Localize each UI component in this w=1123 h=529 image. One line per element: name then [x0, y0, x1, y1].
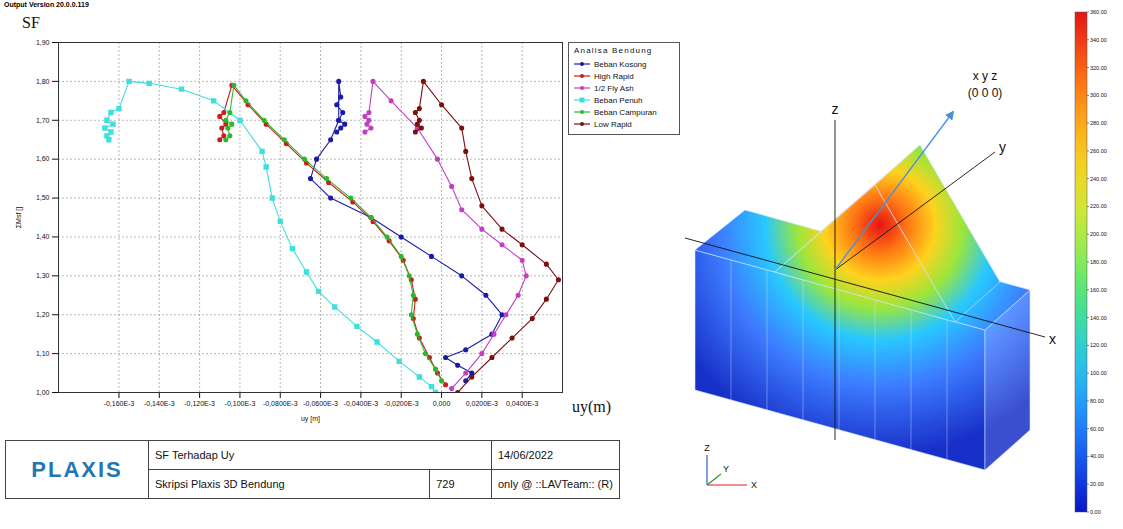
- html-text:Beban Campuran: Beban Campuran: [594, 107, 657, 117]
- svg-text:-0,0200E-3: -0,0200E-3: [384, 400, 419, 407]
- svg-text:40.00: 40.00: [1090, 453, 1104, 459]
- svg-text:-0,0400E-3: -0,0400E-3: [344, 400, 379, 407]
- svg-text:-0,0600E-3: -0,0600E-3: [303, 400, 338, 407]
- svg-text:ΣMsf []: ΣMsf []: [15, 207, 23, 228]
- html-text:Analisa Bendung: Analisa Bendung: [574, 46, 653, 55]
- html-text:14/06/2022: 14/06/2022: [498, 449, 554, 461]
- html-text:Output Version 20.0.0.119: Output Version 20.0.0.119: [4, 1, 89, 8]
- html-text:SF Terhadap Uy: SF Terhadap Uy: [155, 449, 235, 461]
- svg-text:uy [m]: uy [m]: [301, 415, 320, 423]
- html-text:Beban Penuh: Beban Penuh: [594, 95, 643, 105]
- svg-text:140.00: 140.00: [1090, 315, 1107, 321]
- svg-text:320.00: 320.00: [1090, 65, 1107, 71]
- html-text:only @ ::LAVTeam:: (R): only @ ::LAVTeam:: (R): [498, 478, 613, 490]
- svg-text:0,000: 0,000: [433, 400, 451, 407]
- svg-text:Z: Z: [704, 443, 710, 453]
- html-text:High Rapid: High Rapid: [594, 71, 634, 81]
- svg-text:160.00: 160.00: [1090, 287, 1107, 293]
- svg-text:1,40: 1,40: [36, 233, 50, 240]
- svg-text:1,60: 1,60: [36, 155, 50, 162]
- svg-text:X: X: [751, 480, 757, 490]
- svg-text:1,80: 1,80: [36, 78, 50, 85]
- svg-text:340.00: 340.00: [1090, 37, 1107, 43]
- html-text:729: 729: [436, 478, 455, 490]
- svg-text:260.00: 260.00: [1090, 148, 1107, 154]
- svg-text:1,90: 1,90: [36, 39, 50, 46]
- svg-text:280.00: 280.00: [1090, 120, 1107, 126]
- svg-text:300.00: 300.00: [1090, 92, 1107, 98]
- svg-text:120.00: 120.00: [1090, 342, 1107, 348]
- svg-text:0,0200E-3: 0,0200E-3: [466, 400, 498, 407]
- svg-text:1,30: 1,30: [36, 272, 50, 279]
- svg-text:-0,0800E-3: -0,0800E-3: [263, 400, 298, 407]
- html-text:uy(m): uy(m): [572, 398, 612, 415]
- svg-text:Y: Y: [723, 464, 729, 474]
- html-text:1/2 Fly Ash: 1/2 Fly Ash: [594, 83, 634, 93]
- svg-text:(0 0 0): (0 0 0): [968, 86, 1003, 100]
- svg-text:240.00: 240.00: [1090, 176, 1107, 182]
- html-text:Beban Kosong: Beban Kosong: [594, 59, 647, 69]
- svg-text:60.00: 60.00: [1090, 426, 1104, 432]
- svg-text:z: z: [832, 101, 839, 117]
- svg-text:0.00: 0.00: [1090, 509, 1101, 515]
- svg-text:-0,120E-3: -0,120E-3: [184, 400, 215, 407]
- svg-text:1,70: 1,70: [36, 117, 50, 124]
- svg-text:20.00: 20.00: [1090, 481, 1104, 487]
- svg-text:-0,140E-3: -0,140E-3: [144, 400, 175, 407]
- svg-text:x: x: [1049, 331, 1056, 347]
- html-text:PLAXIS: PLAXIS: [31, 456, 123, 482]
- svg-text:180.00: 180.00: [1090, 259, 1107, 265]
- html-text:SF: SF: [22, 14, 40, 31]
- svg-text:360.00: 360.00: [1090, 9, 1107, 15]
- svg-text:80.00: 80.00: [1090, 398, 1104, 404]
- svg-text:1,20: 1,20: [36, 311, 50, 318]
- svg-text:1,00: 1,00: [36, 389, 50, 396]
- svg-text:-0,100E-3: -0,100E-3: [225, 400, 256, 407]
- html-text:Low Rapid: Low Rapid: [594, 119, 632, 129]
- svg-text:x y z: x y z: [973, 69, 998, 83]
- html-text:Skripsi Plaxis 3D Bendung: Skripsi Plaxis 3D Bendung: [155, 478, 285, 490]
- svg-text:y: y: [999, 139, 1006, 155]
- svg-text:1,50: 1,50: [36, 194, 50, 201]
- svg-text:1,10: 1,10: [36, 350, 50, 357]
- svg-text:100.00: 100.00: [1090, 370, 1107, 376]
- svg-text:200.00: 200.00: [1090, 231, 1107, 237]
- svg-text:220.00: 220.00: [1090, 203, 1107, 209]
- svg-text:0,0400E-3: 0,0400E-3: [506, 400, 538, 407]
- svg-text:-0,160E-3: -0,160E-3: [104, 400, 135, 407]
